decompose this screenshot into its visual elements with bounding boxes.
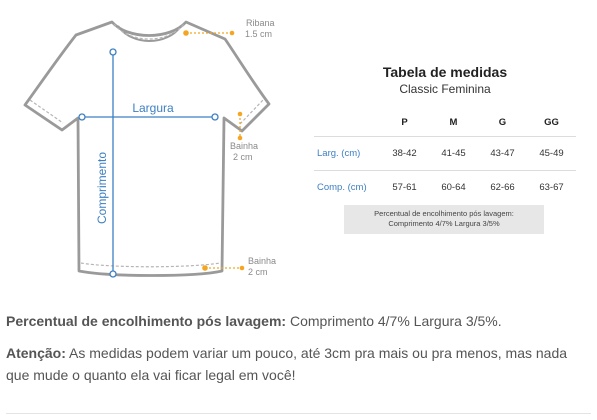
bottom-bainha-dot-end — [239, 265, 245, 271]
table-row-comprimento: Comp. (cm) 57-61 60-64 62-66 63-67 — [314, 170, 576, 204]
tshirt-measurement-diagram: Largura Comprimento Ribana 1.5 cm Bainha… — [23, 18, 276, 278]
table-cell: 57-61 — [380, 170, 429, 204]
header-size-g: G — [498, 116, 507, 128]
ribana-dot-end — [229, 30, 235, 36]
table-cell: 62-66 — [478, 170, 527, 204]
table-cell: 63-67 — [527, 170, 576, 204]
bottom-bainha-name: Bainha — [248, 256, 276, 266]
bottom-divider — [6, 413, 591, 414]
warning-paragraph: Atenção: As medidas podem variar um pouc… — [6, 342, 591, 386]
ribana-size: 1.5 cm — [245, 29, 272, 39]
largura-label: Largura — [132, 101, 174, 115]
header-size-p: P — [401, 116, 408, 128]
shrink-note-line1: Percentual de encolhimento pós lavagem: — [374, 209, 514, 218]
size-table: P M G GG Larg. (cm) 38-42 41-45 43-47 45… — [314, 108, 576, 204]
comprimento-top-dot — [109, 48, 117, 56]
size-table-card: Tabela de medidas Classic Feminina P M G… — [310, 60, 580, 250]
sleeve-bainha-size: 2 cm — [233, 152, 253, 162]
sleeve-bainha-dot-bottom — [237, 135, 243, 141]
table-cell: 43-47 — [478, 136, 527, 171]
size-header-row: P M G GG — [314, 108, 576, 137]
bottom-hem-stitch — [80, 262, 221, 268]
shrink-note-box: Percentual de encolhimento pós lavagem: … — [344, 205, 544, 234]
table-subtitle: Classic Feminina — [399, 82, 491, 96]
largura-left-dot — [78, 113, 86, 121]
collar-stitch — [113, 23, 185, 40]
warning-text: As medidas podem variar um pouco, até 3c… — [6, 345, 568, 383]
shrink-note-line2: Comprimento 4/7% Largura 3/5% — [388, 219, 500, 228]
header-size-m: M — [449, 116, 458, 128]
left-sleeve-stitch — [29, 99, 64, 124]
shrink-value: Comprimento 4/7% Largura 3/5%. — [286, 313, 502, 329]
comprimento-label: Comprimento — [95, 152, 109, 224]
comprimento-bottom-dot — [109, 270, 117, 278]
largura-right-dot — [211, 113, 219, 121]
row-label: Comp. (cm) — [314, 170, 380, 204]
row-label: Larg. (cm) — [314, 136, 380, 171]
bottom-bainha-size: 2 cm — [248, 267, 268, 277]
header-empty — [314, 108, 380, 137]
ribana-dot-start — [183, 30, 189, 36]
shrink-label: Percentual de encolhimento pós lavagem: — [6, 313, 287, 329]
ribana-name: Ribana — [246, 18, 275, 28]
table-cell: 45-49 — [527, 136, 576, 171]
header-size-gg: GG — [544, 116, 559, 128]
sleeve-bainha-dot-top — [237, 111, 243, 117]
shrink-paragraph: Percentual de encolhimento pós lavagem: … — [6, 310, 591, 332]
table-title: Tabela de medidas — [382, 64, 508, 80]
bottom-bainha-dot-start — [202, 265, 208, 271]
table-cell: 38-42 — [380, 136, 429, 171]
table-row-largura: Larg. (cm) 38-42 41-45 43-47 45-49 — [314, 136, 576, 171]
sleeve-bainha-name: Bainha — [230, 141, 258, 151]
table-cell: 41-45 — [429, 136, 478, 171]
warning-label: Atenção: — [6, 345, 66, 361]
right-sleeve-stitch — [239, 98, 265, 125]
table-cell: 60-64 — [429, 170, 478, 204]
bottom-text-section: Percentual de encolhimento pós lavagem: … — [6, 304, 591, 386]
